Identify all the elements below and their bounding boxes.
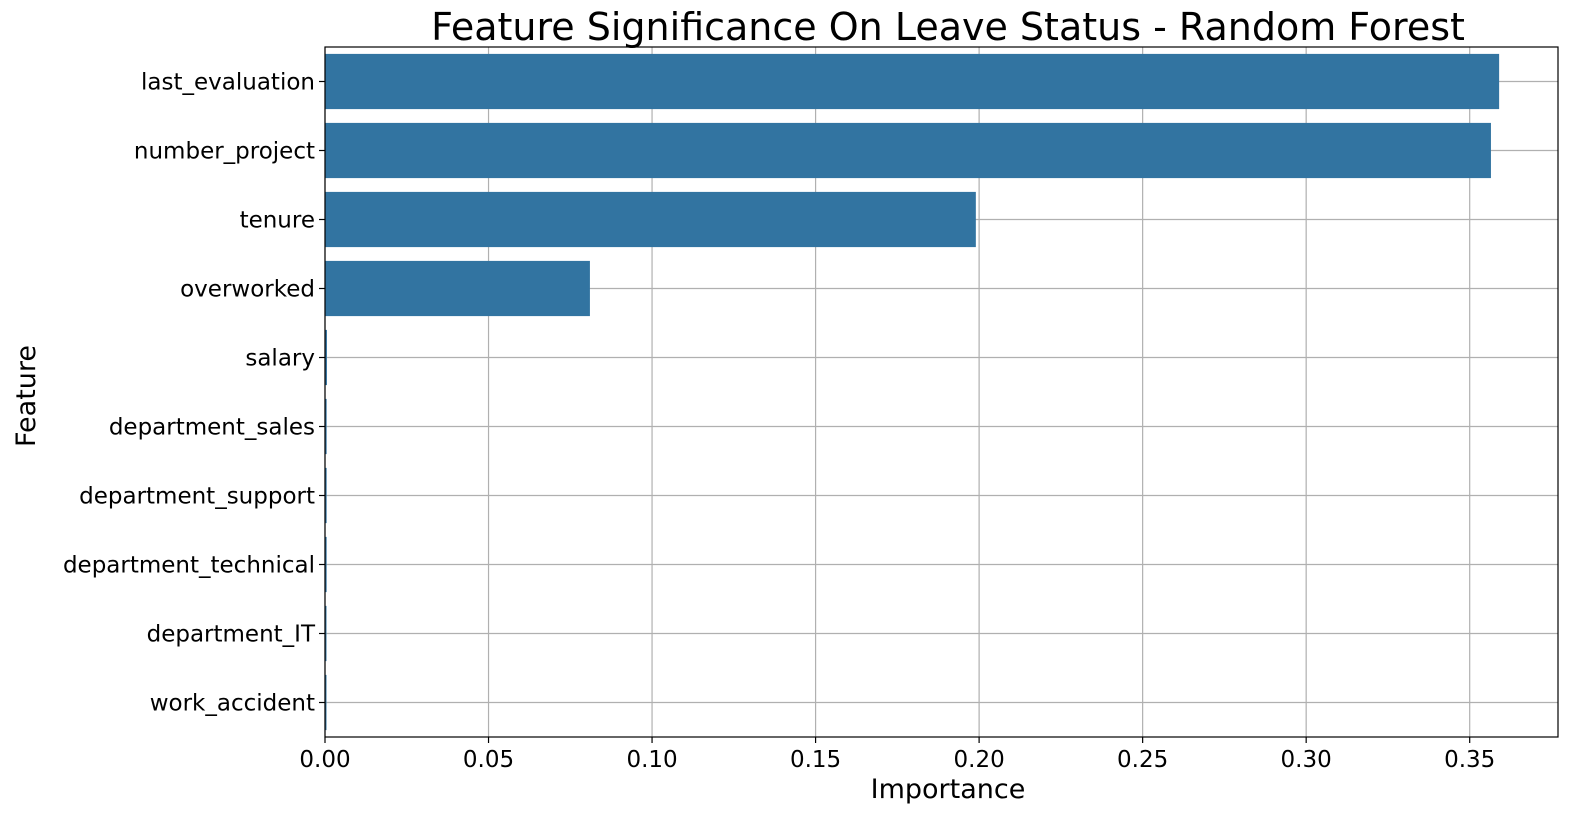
y-tick-label: department_IT (147, 622, 316, 648)
y-tick-label: tenure (240, 208, 315, 234)
bar-work_accident (325, 674, 327, 731)
bar-number_project (325, 122, 1491, 179)
bar-department_sales (325, 398, 327, 455)
bar-last_evaluation (325, 53, 1500, 110)
bar-tenure (325, 191, 976, 248)
y-axis-label: Feature (11, 345, 42, 447)
x-axis-label: Importance (871, 774, 1026, 805)
bar-department_IT (325, 605, 327, 662)
y-tick-label: salary (245, 346, 315, 372)
x-tick-label: 0.05 (463, 747, 514, 773)
axes-layer: 0.00 0.05 0.10 0.15 0.20 0.25 0.30 0.35 last_eva… (63, 46, 1559, 773)
y-tick-label: department_technical (63, 553, 315, 579)
bar-overworked (325, 260, 590, 317)
bars-layer (325, 53, 1500, 731)
x-tick-label: 0.35 (1444, 747, 1495, 773)
x-tick-label: 0.30 (1281, 747, 1332, 773)
y-tick-label: number_project (134, 139, 315, 165)
x-tick-label: 0.25 (1117, 747, 1168, 773)
bar-salary (325, 329, 327, 386)
bar-department_technical (325, 536, 327, 593)
x-tick-label: 0.10 (626, 747, 677, 773)
x-tick-label: 0.00 (299, 747, 350, 773)
plot-frame (324, 46, 1559, 738)
y-tick-label: work_accident (150, 691, 315, 717)
chart-title: Feature Significance On Leave Status - R… (431, 5, 1465, 49)
x-tick-label: 0.20 (954, 747, 1005, 773)
y-tick-label: department_sales (109, 415, 315, 441)
y-tick-label: last_evaluation (141, 70, 315, 96)
y-tick-label: department_support (79, 484, 315, 510)
x-tick-label: 0.15 (790, 747, 841, 773)
y-tick-label: overworked (180, 277, 315, 303)
bar-department_support (325, 467, 327, 524)
